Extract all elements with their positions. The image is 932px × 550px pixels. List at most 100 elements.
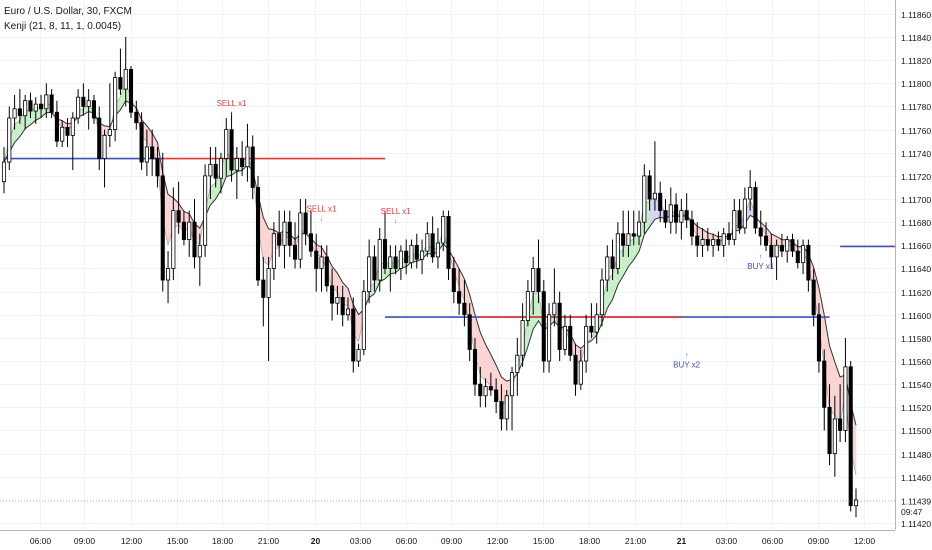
candle-up (615, 233, 620, 269)
candle-up (224, 129, 229, 159)
candle-down (705, 239, 710, 246)
candle-down (340, 297, 345, 316)
candle-up (298, 212, 303, 260)
time-tick-label: 21 (677, 536, 687, 546)
candle-down (726, 233, 732, 240)
candle-up (562, 325, 567, 350)
time-tick-label: 06:00 (396, 536, 418, 546)
candle-down (494, 389, 499, 402)
candle-down (573, 354, 578, 385)
sell-signal-arrow: ↓ (230, 110, 234, 117)
candle-up (525, 291, 530, 321)
price-tick-label: 1.11520 (901, 403, 931, 413)
price-tick-label: 1.11820 (901, 56, 931, 66)
candle-down (213, 163, 218, 179)
candle-up (605, 256, 610, 281)
candle-down (816, 314, 821, 362)
symbol-title[interactable]: Euro / U.S. Dollar, 30, FXCM (4, 6, 132, 17)
candle-up (599, 279, 605, 316)
candles (1, 37, 859, 518)
candle-down (229, 129, 234, 171)
candle-up (388, 256, 393, 269)
candle-up (203, 175, 208, 246)
time-tick-label: 12:00 (487, 536, 509, 546)
candle-down (763, 235, 769, 246)
last-price-label: 1.11439 (901, 497, 931, 507)
candle-down (695, 235, 700, 246)
candle-up (271, 233, 276, 269)
candle-up (642, 175, 647, 223)
candle-down (430, 233, 435, 258)
candle-down (192, 221, 197, 258)
candle-up (732, 210, 737, 240)
time-tick-label: 12:00 (854, 536, 876, 546)
candle-up (398, 250, 403, 269)
candle-up (594, 314, 599, 333)
candle-up (123, 69, 128, 90)
candle-up (23, 100, 28, 117)
candle-up (409, 244, 414, 264)
candle-down (822, 360, 827, 408)
candle-down (663, 210, 668, 223)
candle-up (420, 250, 425, 260)
candle-up (509, 372, 515, 397)
candle-up (335, 297, 340, 304)
candle-down (462, 302, 467, 316)
price-tick-label: 1.11420 (901, 519, 931, 529)
candle-down (737, 210, 742, 229)
candle-up (266, 268, 271, 298)
time-axis[interactable]: 06:00 09:00 12:00 15:00 18:00 21:00 20 03:00 06:… (0, 530, 895, 547)
candle-up (668, 204, 673, 223)
price-tick-label: 1.11460 (901, 473, 931, 483)
candle-up (483, 386, 488, 397)
candle-down (674, 204, 679, 223)
candle-down (160, 175, 165, 281)
ribbon-segment (829, 345, 836, 416)
candle-up (700, 239, 705, 246)
time-tick-label: 18:00 (212, 536, 234, 546)
candle-down (568, 325, 573, 356)
indicator-title[interactable]: Kenji (21, 8, 11, 1, 0.0045) (4, 21, 122, 32)
price-tick-label: 1.11740 (901, 149, 931, 159)
candle-down (467, 314, 472, 350)
candle-down (351, 308, 356, 362)
candle-down (303, 212, 308, 235)
candle-up (86, 100, 91, 107)
time-tick-label: 09:00 (441, 536, 463, 546)
ribbon-segment (479, 332, 486, 382)
time-tick-label: 06:00 (30, 536, 52, 546)
candle-down (181, 221, 186, 240)
candle-down (250, 146, 255, 188)
candle-up (166, 268, 171, 281)
sell-signal-label: SELL x1 (217, 99, 247, 108)
time-tick-label: 15:00 (167, 536, 189, 546)
candle-down (139, 122, 144, 163)
candle-down (128, 69, 134, 113)
candle-up (652, 192, 657, 200)
candle-down (97, 117, 102, 159)
candle-down (314, 250, 319, 269)
candle-up (245, 146, 250, 168)
candle-up (504, 395, 509, 420)
price-tick-label: 1.11660 (901, 241, 931, 251)
candle-up (12, 108, 17, 119)
slow-ma-line (3, 100, 857, 426)
candle-up (520, 320, 525, 356)
candle-down (150, 146, 155, 159)
candle-down (758, 227, 763, 237)
candle-down (65, 126, 70, 136)
candle-up (679, 210, 684, 223)
time-tick-label: 12:00 (121, 536, 143, 546)
candle-down (277, 233, 282, 246)
candle-up (832, 418, 837, 455)
candle-down (631, 233, 636, 237)
price-axis[interactable]: 1.11860 1.11840 1.11820 1.11800 1.11780 1.117… (895, 0, 932, 550)
price-axis-bg (895, 0, 932, 550)
candle-up (711, 239, 716, 246)
time-tick-label: 20 (311, 536, 321, 546)
candle-down (769, 244, 774, 258)
candle-down (81, 96, 86, 107)
price-tick-label: 1.11700 (901, 195, 931, 205)
